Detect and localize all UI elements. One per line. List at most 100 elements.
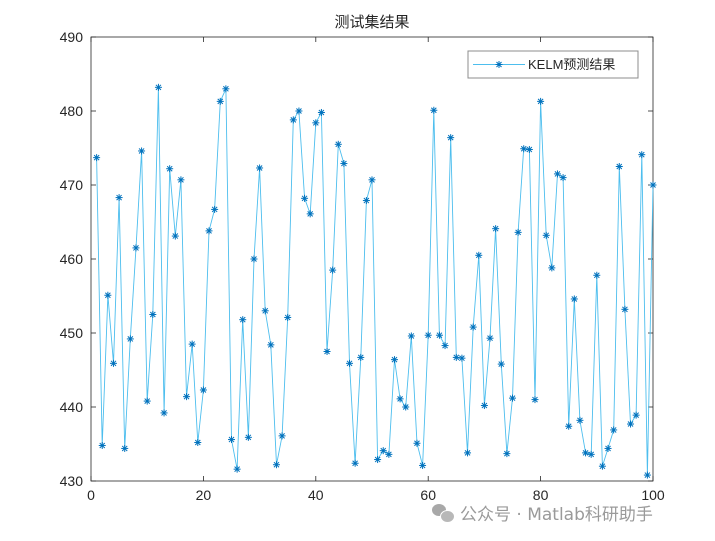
data-marker — [379, 447, 387, 455]
data-marker — [250, 255, 258, 263]
chart-title: 测试集结果 — [334, 13, 409, 31]
data-marker — [537, 97, 545, 105]
data-marker — [627, 420, 635, 428]
data-marker — [548, 264, 556, 272]
data-marker — [587, 450, 595, 458]
data-marker — [582, 449, 590, 457]
legend-marker-icon — [495, 61, 503, 68]
data-marker — [228, 436, 235, 444]
data-marker — [503, 450, 511, 458]
data-marker — [559, 174, 567, 182]
data-marker — [126, 335, 134, 343]
data-marker — [509, 394, 516, 402]
y-tick-label: 470 — [60, 177, 84, 193]
data-marker — [368, 176, 376, 184]
data-marker — [464, 449, 472, 457]
wechat-icon — [432, 503, 455, 523]
data-marker — [272, 461, 280, 469]
data-marker — [570, 295, 578, 303]
series-line — [96, 87, 654, 476]
data-marker — [480, 402, 488, 410]
data-marker — [222, 85, 230, 93]
data-marker — [362, 197, 370, 205]
data-marker — [261, 307, 269, 315]
data-marker — [419, 461, 427, 469]
data-marker — [346, 359, 354, 367]
data-marker — [452, 353, 460, 361]
data-marker — [194, 439, 202, 447]
y-tick-label: 490 — [60, 29, 84, 45]
data-marker — [542, 231, 550, 239]
data-marker — [604, 444, 612, 452]
data-marker — [317, 108, 325, 116]
data-marker — [104, 291, 112, 299]
legend-label: KELM预测结果 — [528, 57, 615, 72]
data-marker — [177, 176, 185, 184]
watermark: 公众号 · Matlab科研助手 — [432, 500, 653, 525]
data-marker — [486, 334, 494, 342]
data-marker — [497, 360, 505, 368]
data-marker — [374, 456, 382, 464]
data-marker — [407, 332, 415, 340]
x-tick-label: 20 — [196, 487, 212, 503]
x-tick-label: 60 — [420, 487, 436, 503]
data-marker — [188, 340, 196, 348]
axes: 0 20 40 60 80 100 430 440 450 460 470 480 490 — [60, 29, 665, 503]
x-tick-label: 100 — [641, 487, 665, 503]
data-marker — [413, 439, 421, 447]
data-marker — [357, 353, 365, 361]
data-marker — [565, 422, 573, 430]
data-marker — [351, 459, 359, 467]
data-marker — [643, 471, 651, 479]
data-marker — [593, 271, 601, 279]
data-marker — [424, 331, 432, 339]
data-marker — [132, 244, 140, 252]
data-marker — [441, 342, 449, 350]
x-tick-label: 40 — [308, 487, 324, 503]
data-marker — [301, 194, 309, 202]
data-marker — [447, 134, 455, 142]
data-marker — [138, 147, 146, 155]
data-marker — [553, 170, 561, 178]
y-tick-label: 430 — [60, 473, 84, 489]
data-marker — [638, 151, 646, 159]
data-marker — [632, 411, 640, 419]
data-marker — [93, 154, 101, 162]
data-marker — [289, 116, 297, 124]
data-marker — [385, 450, 393, 458]
data-marker — [492, 225, 500, 233]
data-marker — [531, 396, 539, 404]
x-tick-label: 0 — [87, 487, 95, 503]
data-marker — [149, 311, 157, 318]
data-marker — [216, 97, 224, 105]
watermark-text: 公众号 · Matlab科研助手 — [460, 505, 653, 525]
data-marker — [598, 462, 606, 470]
data-marker — [205, 227, 213, 235]
data-marker — [154, 83, 162, 91]
data-marker — [239, 316, 247, 324]
data-series — [93, 83, 657, 479]
data-marker — [390, 356, 398, 364]
y-tick-label: 450 — [60, 325, 84, 341]
legend-star-icon — [495, 61, 503, 68]
data-marker — [199, 386, 207, 394]
data-marker — [171, 232, 179, 240]
data-marker — [334, 140, 342, 148]
data-marker — [98, 441, 106, 449]
data-marker — [267, 341, 275, 349]
data-marker — [435, 331, 443, 339]
data-marker — [121, 444, 129, 452]
data-marker — [115, 194, 123, 202]
data-marker — [621, 305, 629, 313]
data-marker — [306, 210, 314, 218]
data-marker — [520, 145, 528, 153]
y-tick-label: 440 — [60, 399, 84, 415]
data-marker — [284, 313, 292, 321]
data-marker — [183, 393, 191, 401]
legend: KELM预测结果 — [467, 50, 639, 79]
data-marker — [615, 163, 623, 170]
data-marker — [278, 432, 286, 440]
data-marker — [402, 403, 410, 411]
